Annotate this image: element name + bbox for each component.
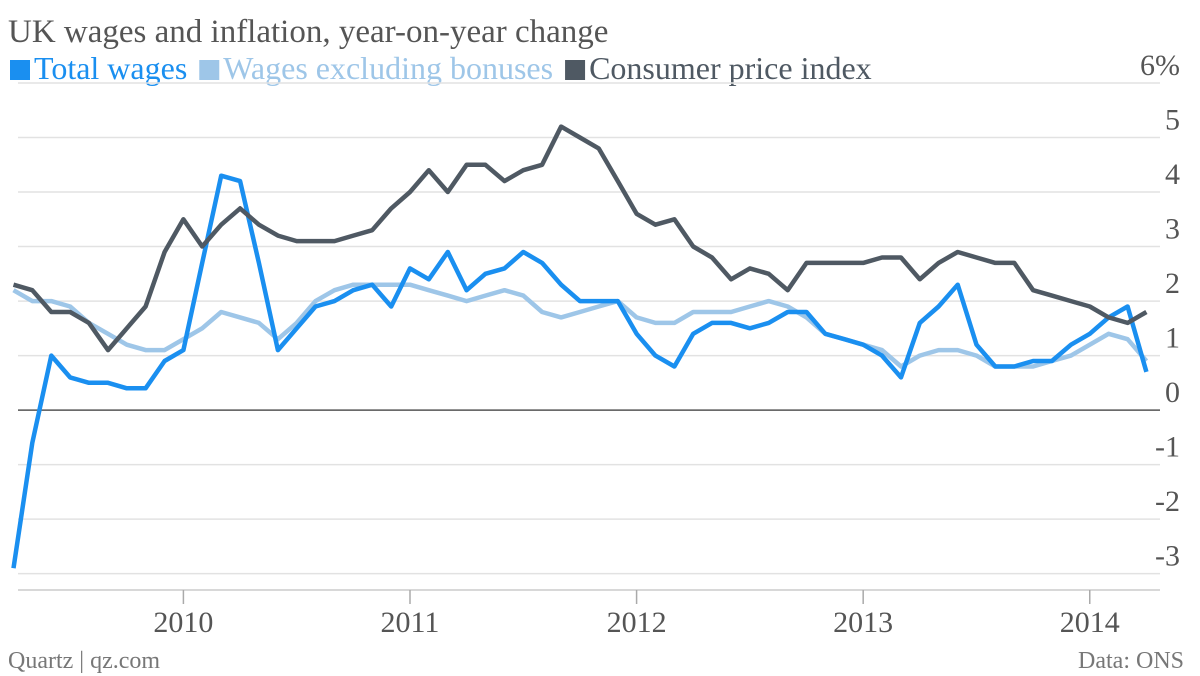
legend-swatch bbox=[10, 60, 30, 80]
y-tick-label: 1 bbox=[1165, 322, 1180, 355]
legend: Total wages Wages excluding bonuses Consum… bbox=[10, 50, 872, 86]
y-tick-label: -1 bbox=[1155, 431, 1180, 464]
source-left: Quartz | qz.com bbox=[8, 648, 160, 674]
x-tick-label: 2012 bbox=[607, 606, 667, 639]
series-line bbox=[12, 124, 1148, 353]
series-line bbox=[11, 173, 1149, 569]
y-tick-label: 5 bbox=[1165, 104, 1180, 137]
y-tick-label: 0 bbox=[1165, 376, 1180, 409]
y-tick-label: -2 bbox=[1155, 485, 1180, 518]
y-tick-label: 3 bbox=[1165, 213, 1180, 246]
y-tick-label: 6% bbox=[1140, 49, 1180, 82]
legend-label: Wages excluding bonuses bbox=[223, 50, 553, 86]
chart-title: UK wages and inflation, year-on-year cha… bbox=[8, 14, 608, 50]
legend-swatch bbox=[565, 60, 586, 80]
source-right: Data: ONS bbox=[1078, 648, 1184, 674]
y-tick-label: 2 bbox=[1165, 267, 1180, 300]
x-tick-label: 2013 bbox=[833, 606, 893, 639]
x-tick-label: 2010 bbox=[153, 606, 213, 639]
series-line bbox=[12, 282, 1149, 369]
x-tick-label: 2014 bbox=[1060, 606, 1120, 639]
legend-swatch bbox=[199, 60, 220, 80]
x-tick-label: 2011 bbox=[381, 606, 440, 639]
y-tick-label: -3 bbox=[1155, 540, 1180, 573]
legend-label: Consumer price index bbox=[589, 50, 872, 86]
y-tick-label: 4 bbox=[1165, 158, 1180, 191]
legend-label: Total wages bbox=[34, 50, 187, 86]
